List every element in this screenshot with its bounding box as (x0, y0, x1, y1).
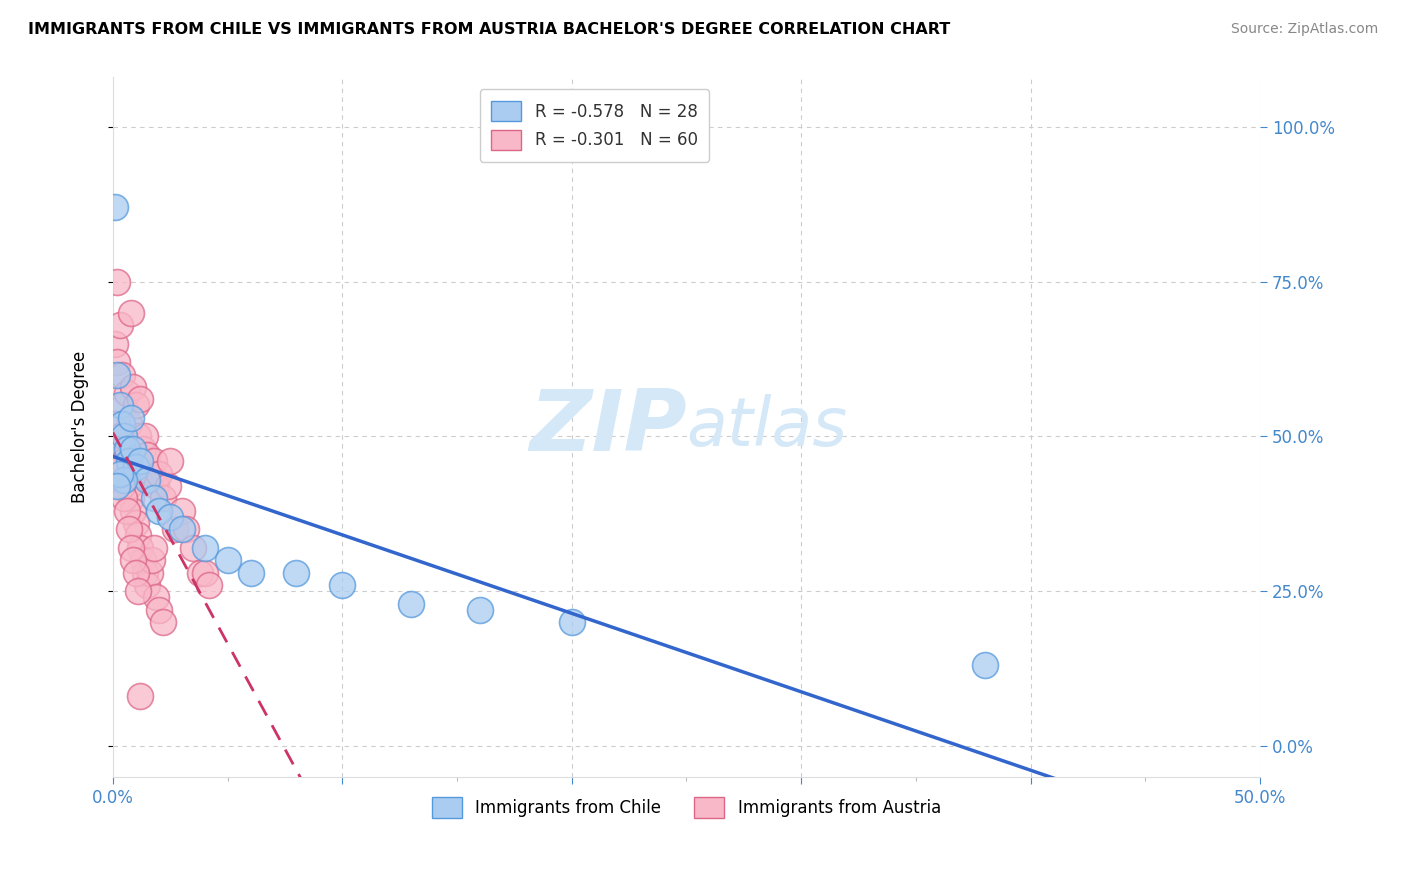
Text: atlas: atlas (686, 394, 848, 460)
Point (143, 541, 166, 555)
Point (170, 504, 193, 518)
Point (134, 566, 156, 580)
Point (136, 448, 159, 462)
Point (163, 522, 186, 536)
Point (188, 566, 211, 580)
Point (561, 615, 583, 629)
Point (973, 658, 995, 673)
Point (330, 578, 353, 592)
Point (285, 566, 308, 580)
Point (134, 429, 156, 443)
Point (156, 479, 179, 493)
Point (107, 275, 129, 289)
Point (194, 566, 217, 580)
Point (125, 460, 148, 475)
Point (108, 399, 131, 413)
Point (127, 429, 149, 443)
Point (111, 368, 134, 382)
Point (145, 479, 167, 493)
Point (129, 454, 152, 468)
Point (399, 597, 422, 611)
Point (122, 553, 145, 567)
Point (118, 454, 141, 468)
Point (125, 566, 148, 580)
Point (141, 467, 163, 481)
Point (122, 504, 145, 518)
Point (159, 509, 181, 524)
Point (143, 491, 166, 506)
Point (118, 479, 141, 493)
Point (112, 454, 135, 468)
Point (174, 522, 197, 536)
Point (120, 305, 142, 319)
Point (112, 399, 135, 413)
Point (112, 473, 135, 487)
Point (138, 473, 160, 487)
Point (148, 467, 170, 481)
Point (129, 690, 152, 704)
Point (120, 541, 142, 555)
Point (152, 615, 174, 629)
Point (127, 584, 149, 599)
Point (131, 553, 153, 567)
Point (127, 528, 149, 542)
Point (108, 460, 131, 475)
Point (145, 591, 167, 605)
Point (104, 201, 127, 215)
Point (115, 504, 138, 518)
Legend: Immigrants from Chile, Immigrants from Austria: Immigrants from Chile, Immigrants from A… (425, 791, 948, 824)
Point (115, 442, 138, 456)
Point (122, 380, 145, 394)
Point (118, 417, 141, 431)
Point (181, 541, 204, 555)
Point (107, 479, 129, 493)
Y-axis label: Bachelor's Degree: Bachelor's Degree (72, 351, 89, 503)
Point (141, 553, 163, 567)
Point (108, 318, 131, 332)
Point (129, 392, 152, 407)
Point (152, 491, 174, 506)
Text: IMMIGRANTS FROM CHILE VS IMMIGRANTS FROM AUSTRIA BACHELOR'S DEGREE CORRELATION C: IMMIGRANTS FROM CHILE VS IMMIGRANTS FROM… (28, 22, 950, 37)
Point (125, 399, 148, 413)
Point (136, 578, 159, 592)
Point (111, 479, 134, 493)
Point (138, 566, 160, 580)
Point (131, 442, 153, 456)
Text: Source: ZipAtlas.com: Source: ZipAtlas.com (1230, 22, 1378, 37)
Point (104, 336, 127, 351)
Point (120, 491, 142, 506)
Point (107, 417, 129, 431)
Point (118, 522, 141, 536)
Point (112, 429, 135, 443)
Point (159, 454, 181, 468)
Point (129, 541, 152, 555)
Point (108, 429, 131, 443)
Point (122, 442, 145, 456)
Point (148, 504, 170, 518)
Point (143, 454, 166, 468)
Point (148, 603, 170, 617)
Point (170, 522, 193, 536)
Point (239, 566, 262, 580)
Point (115, 467, 138, 481)
Point (468, 603, 491, 617)
Point (217, 553, 239, 567)
Text: ZIP: ZIP (529, 385, 686, 468)
Point (136, 473, 159, 487)
Point (198, 578, 221, 592)
Point (194, 541, 217, 555)
Point (112, 491, 135, 506)
Point (107, 355, 129, 369)
Point (125, 516, 148, 530)
Point (111, 417, 134, 431)
Point (115, 386, 138, 401)
Point (120, 410, 142, 425)
Point (108, 467, 131, 481)
Point (107, 368, 129, 382)
Point (111, 442, 134, 456)
